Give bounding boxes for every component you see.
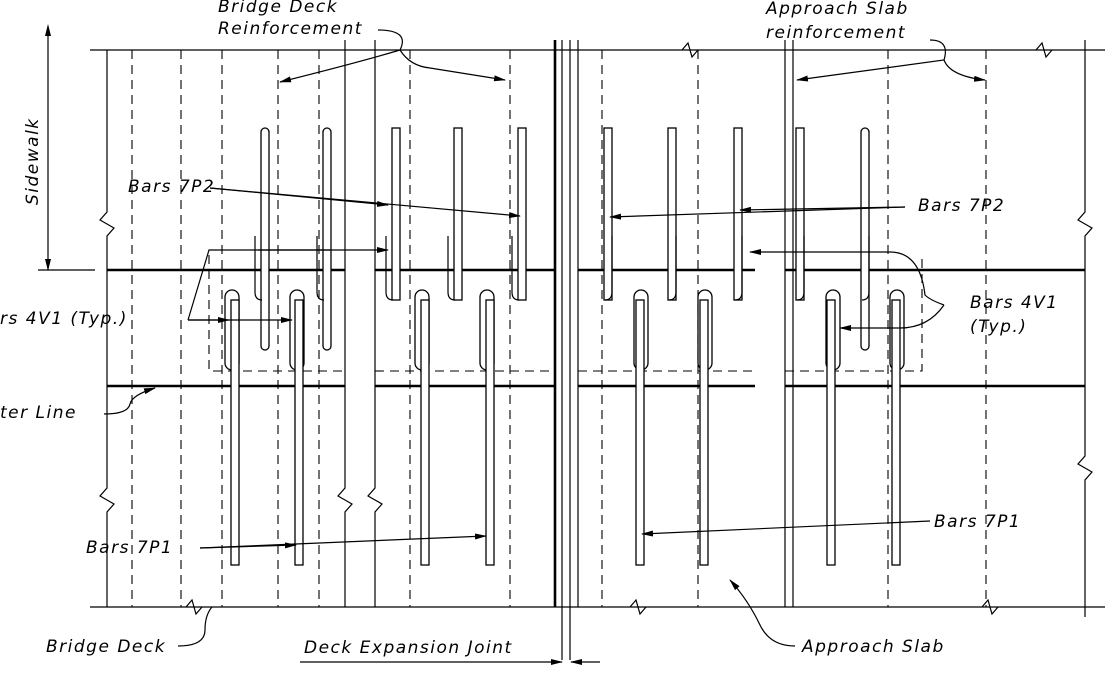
leader-lines (103, 29, 986, 665)
label-bars-7p2-right: Bars 7P2 (918, 196, 1005, 216)
label-approach-slab: Approach Slab (801, 637, 945, 657)
outline-lines (90, 40, 1105, 617)
label-bridge-deck-reinforcement-1: Bridge Deck (218, 0, 338, 17)
label-center-line: ter Line (0, 403, 77, 423)
sidewalk-dimension (38, 24, 95, 271)
label-approach-slab-reinforcement-1: Approach Slab (765, 0, 909, 19)
label-bars-4v1-right-1: Bars 4V1 (970, 293, 1059, 313)
dashed-reinforcement-lines (131, 50, 987, 607)
label-bridge-deck-reinforcement-2: Reinforcement (218, 19, 363, 39)
label-approach-slab-reinforcement-2: reinforcement (766, 23, 906, 43)
bars-7p2 (254, 127, 870, 351)
bars-7p1 (230, 299, 901, 566)
label-bars-7p1-left: Bars 7P1 (86, 538, 173, 558)
expansion-joint-lines (553, 40, 571, 660)
label-bridge-deck: Bridge Deck (46, 637, 166, 657)
label-deck-expansion-joint: Deck Expansion Joint (304, 638, 513, 658)
label-bars-4v1-left: rs 4V1 (Typ.) (0, 309, 128, 329)
label-bars-7p2-left: Bars 7P2 (128, 177, 215, 197)
slab-edge-lines (107, 268, 1085, 388)
label-bars-4v1-right-2: (Typ.) (970, 317, 1027, 337)
label-bars-7p1-right: Bars 7P1 (934, 512, 1021, 532)
label-sidewalk: Sidewalk (23, 117, 43, 205)
